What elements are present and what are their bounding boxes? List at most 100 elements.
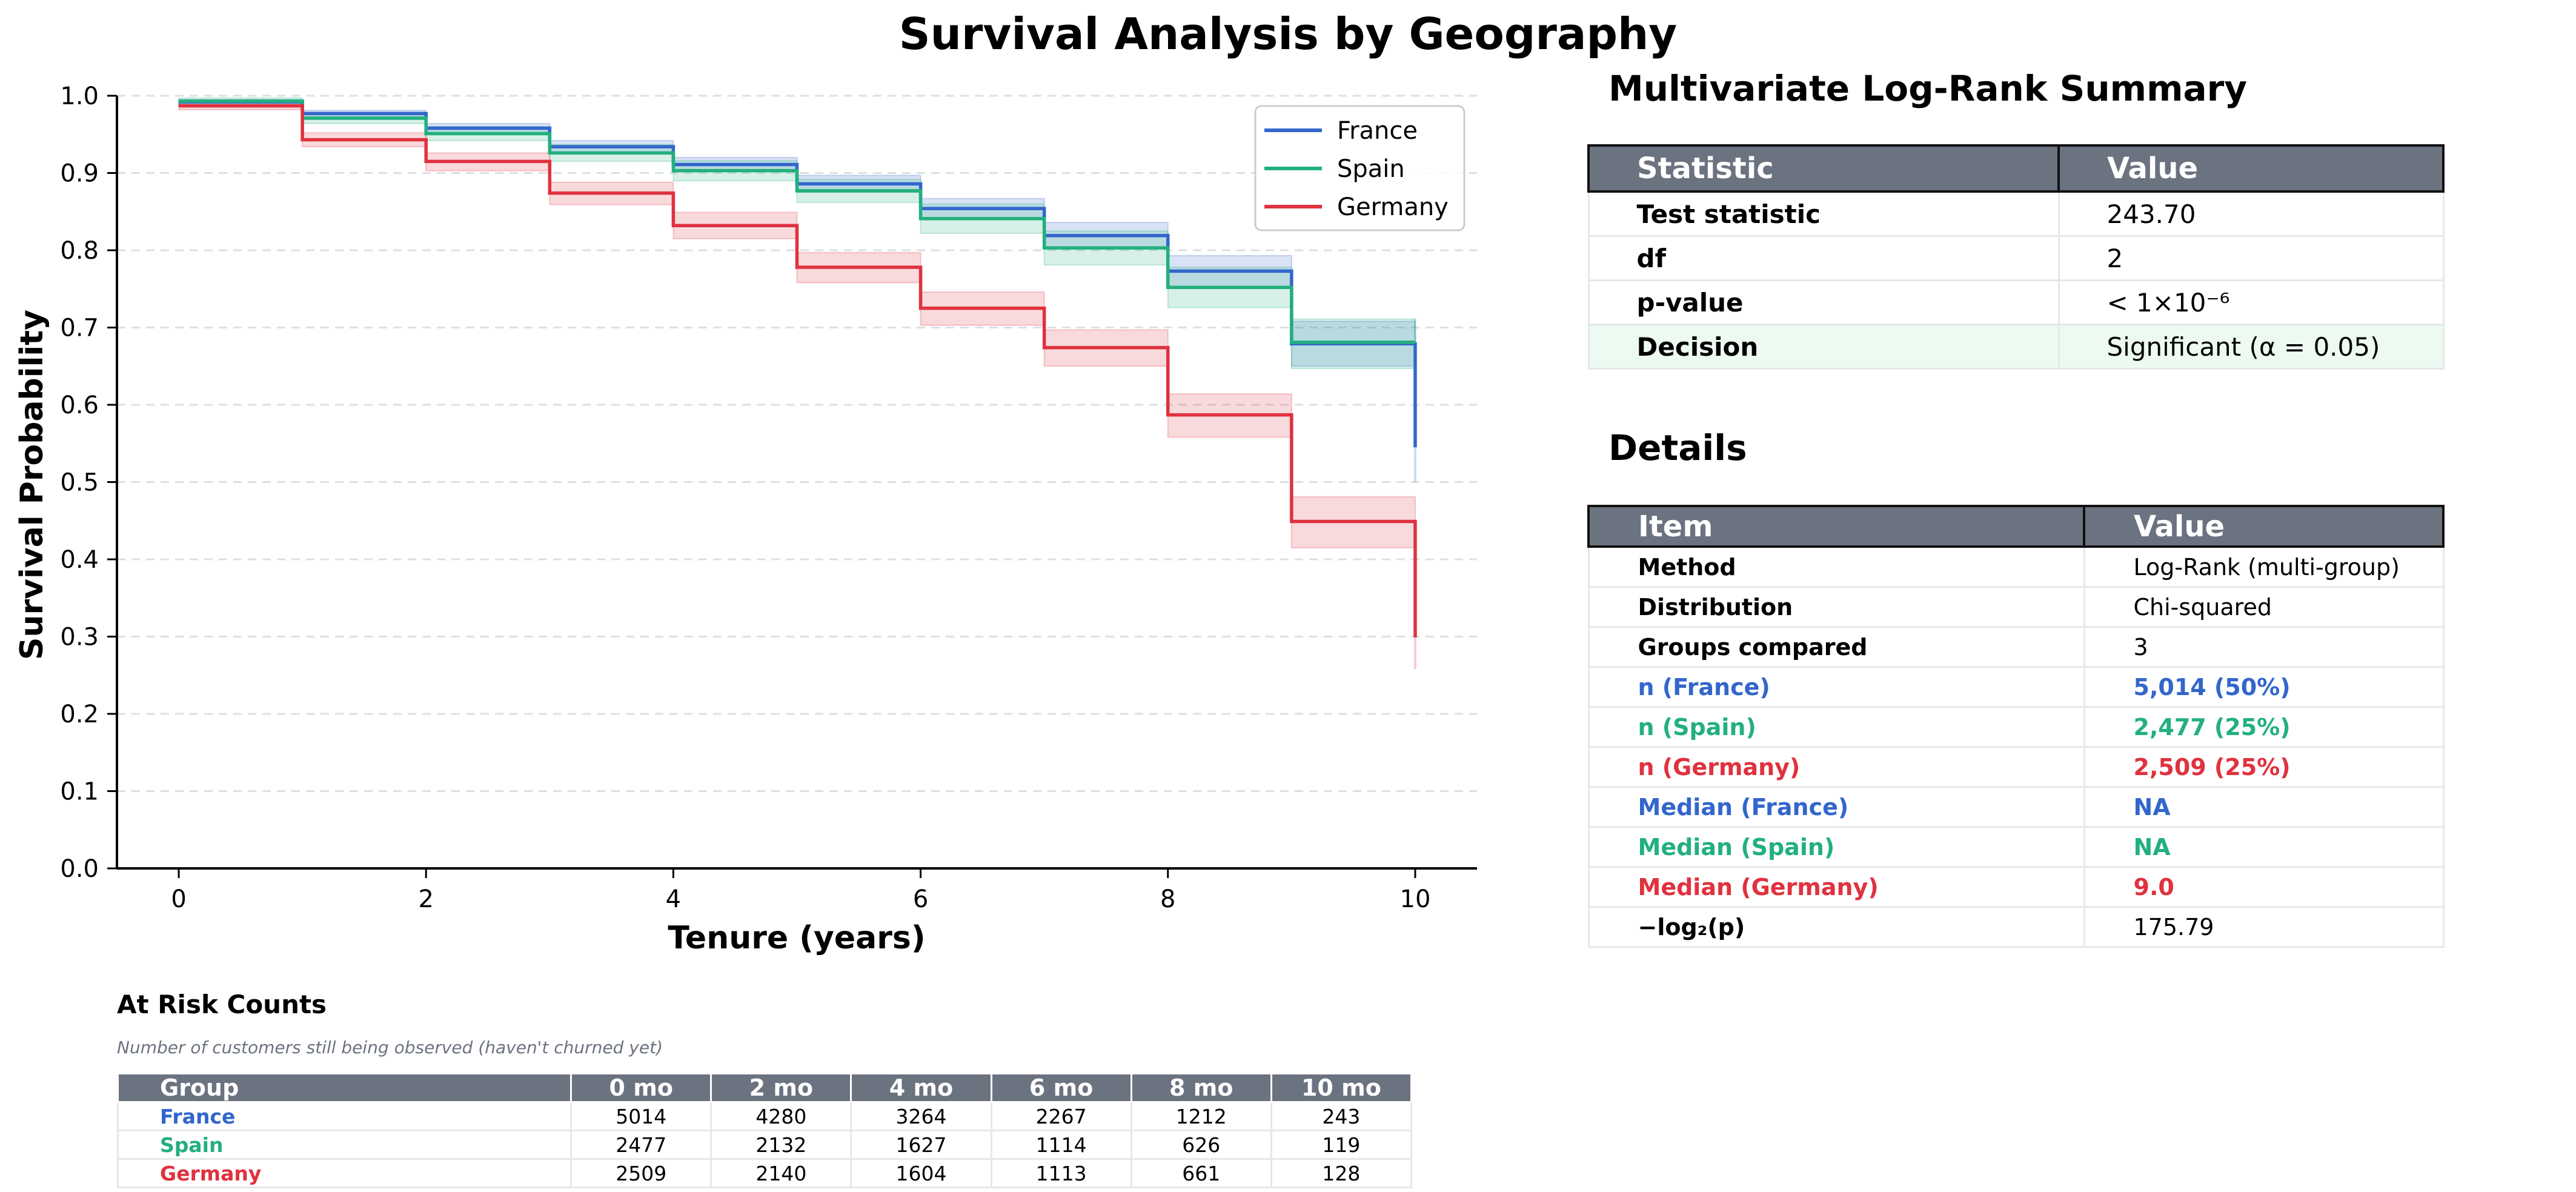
y-tick-label: 0.4 xyxy=(60,546,99,574)
details-row: Median (France) NA xyxy=(1587,786,2445,828)
at-risk-count: 1114 xyxy=(990,1130,1132,1160)
at-risk-count: 5014 xyxy=(570,1101,712,1131)
x-tick-label: 0 xyxy=(171,885,186,913)
y-tick-label: 0.7 xyxy=(60,315,99,342)
details-label: Distribution xyxy=(1587,586,2085,628)
at-risk-group: Germany xyxy=(116,1158,573,1188)
at-risk-title: At Risk Counts xyxy=(117,990,327,1019)
details-header-item: Item xyxy=(1587,505,2085,548)
details-row: Distribution Chi-squared xyxy=(1587,586,2445,628)
summary-row: p-value < 1×10⁻⁶ xyxy=(1587,279,2445,325)
at-risk-row: France 5014 4280 3264 2267 1212 243 xyxy=(116,1101,1413,1131)
at-risk-header: Group xyxy=(116,1073,573,1103)
at-risk-group: France xyxy=(116,1101,573,1131)
y-tick-label: 0.0 xyxy=(60,855,99,883)
summary-row: Test statistic 243.70 xyxy=(1587,190,2445,237)
summary-header-value: Value xyxy=(2057,144,2445,193)
at-risk-header: 8 mo xyxy=(1130,1073,1272,1103)
summary-label: Decision xyxy=(1587,324,2060,370)
at-risk-count: 2509 xyxy=(570,1158,712,1188)
at-risk-count: 1113 xyxy=(990,1158,1132,1188)
details-label: −log₂(p) xyxy=(1587,906,2085,948)
details-label: Groups compared xyxy=(1587,626,2085,668)
at-risk-count: 2267 xyxy=(990,1101,1132,1131)
summary-label: p-value xyxy=(1587,279,2060,325)
x-axis-label: Tenure (years) xyxy=(668,920,925,956)
page-title: Survival Analysis by Geography xyxy=(898,8,1678,59)
at-risk-count: 626 xyxy=(1130,1130,1272,1160)
details-value: 2,477 (25%) xyxy=(2083,706,2445,748)
x-tick-label: 2 xyxy=(419,885,434,913)
at-risk-table: Group 0 mo 2 mo 4 mo 6 mo 8 mo 10 mo France 501… xyxy=(116,1073,1413,1188)
axes: 0.0 0.1 0.2 0.3 0.4 0.5 0.6 0.7 0.8 0.9 1.0 0 2 4 6 8 10 xyxy=(60,82,1477,913)
summary-table: Statistic Value Test statistic 243.70 df 2 p… xyxy=(1587,144,2445,370)
details-row: n (France) 5,014 (50%) xyxy=(1587,666,2445,708)
at-risk-header: 2 mo xyxy=(710,1073,852,1103)
at-risk-count: 3264 xyxy=(850,1101,992,1131)
details-row: Groups compared 3 xyxy=(1587,626,2445,668)
details-label: n (Germany) xyxy=(1587,746,2085,788)
at-risk-count: 1212 xyxy=(1130,1101,1272,1131)
series-line-spain xyxy=(179,99,1415,344)
details-row: Method Log-Rank (multi-group) xyxy=(1587,545,2445,588)
details-label: Median (Spain) xyxy=(1587,826,2085,868)
at-risk-header: 6 mo xyxy=(990,1073,1132,1103)
at-risk-count: 2132 xyxy=(710,1130,852,1160)
summary-label: Test statistic xyxy=(1587,190,2060,237)
x-tick-label: 6 xyxy=(913,885,928,913)
y-tick-label: 0.1 xyxy=(60,778,99,806)
details-value: 9.0 xyxy=(2083,866,2445,908)
y-tick-label: 0.3 xyxy=(60,624,99,651)
at-risk-row: Germany 2509 2140 1604 1113 661 128 xyxy=(116,1158,1413,1188)
summary-title: Multivariate Log-Rank Summary xyxy=(1608,68,2248,109)
summary-row: df 2 xyxy=(1587,235,2445,281)
summary-value: 243.70 xyxy=(2057,190,2445,237)
at-risk-count: 119 xyxy=(1270,1130,1413,1160)
summary-row: Decision Significant (α = 0.05) xyxy=(1587,324,2445,370)
y-tick-label: 1.0 xyxy=(60,82,99,110)
details-label: n (Spain) xyxy=(1587,706,2085,748)
summary-value: Significant (α = 0.05) xyxy=(2057,324,2445,370)
y-axis-label: Survival Probability xyxy=(14,310,50,660)
at-risk-count: 243 xyxy=(1270,1101,1413,1131)
y-tick-label: 0.5 xyxy=(60,469,99,497)
details-label: Median (Germany) xyxy=(1587,866,2085,908)
details-value: 3 xyxy=(2083,626,2445,668)
details-row: −log₂(p) 175.79 xyxy=(1587,906,2445,948)
details-table: Item Value Method Log-Rank (multi-group) D… xyxy=(1587,505,2445,948)
legend-label-france: France xyxy=(1337,117,1418,145)
at-risk-count: 661 xyxy=(1130,1158,1272,1188)
legend-box xyxy=(1254,105,1466,231)
x-tick-label: 4 xyxy=(666,885,681,913)
details-row: Median (Germany) 9.0 xyxy=(1587,866,2445,908)
details-value: 5,014 (50%) xyxy=(2083,666,2445,708)
details-value: Chi-squared xyxy=(2083,586,2445,628)
legend-label-germany: Germany xyxy=(1337,193,1449,221)
x-tick-label: 10 xyxy=(1400,885,1431,913)
at-risk-count: 128 xyxy=(1270,1158,1413,1188)
at-risk-count: 2477 xyxy=(570,1130,712,1160)
at-risk-header: 4 mo xyxy=(850,1073,992,1103)
legend: France Spain Germany xyxy=(1254,105,1466,231)
details-row: n (Spain) 2,477 (25%) xyxy=(1587,706,2445,748)
y-tick-label: 0.8 xyxy=(60,237,99,265)
at-risk-group: Spain xyxy=(116,1130,573,1160)
at-risk-count: 4280 xyxy=(710,1101,852,1131)
summary-label: df xyxy=(1587,235,2060,281)
legend-label-spain: Spain xyxy=(1337,155,1405,183)
details-value: Log-Rank (multi-group) xyxy=(2083,545,2445,588)
summary-value: < 1×10⁻⁶ xyxy=(2057,279,2445,325)
details-row: n (Germany) 2,509 (25%) xyxy=(1587,746,2445,788)
details-value: 2,509 (25%) xyxy=(2083,746,2445,788)
details-label: n (France) xyxy=(1587,666,2085,708)
at-risk-count: 2140 xyxy=(710,1158,852,1188)
summary-header-statistic: Statistic xyxy=(1587,144,2060,193)
details-title: Details xyxy=(1608,427,1747,468)
at-risk-count: 1604 xyxy=(850,1158,992,1188)
details-value: NA xyxy=(2083,786,2445,828)
y-tick-label: 0.2 xyxy=(60,701,99,728)
details-label: Method xyxy=(1587,545,2085,588)
at-risk-header: 0 mo xyxy=(570,1073,712,1103)
summary-value: 2 xyxy=(2057,235,2445,281)
x-tick-label: 8 xyxy=(1160,885,1175,913)
